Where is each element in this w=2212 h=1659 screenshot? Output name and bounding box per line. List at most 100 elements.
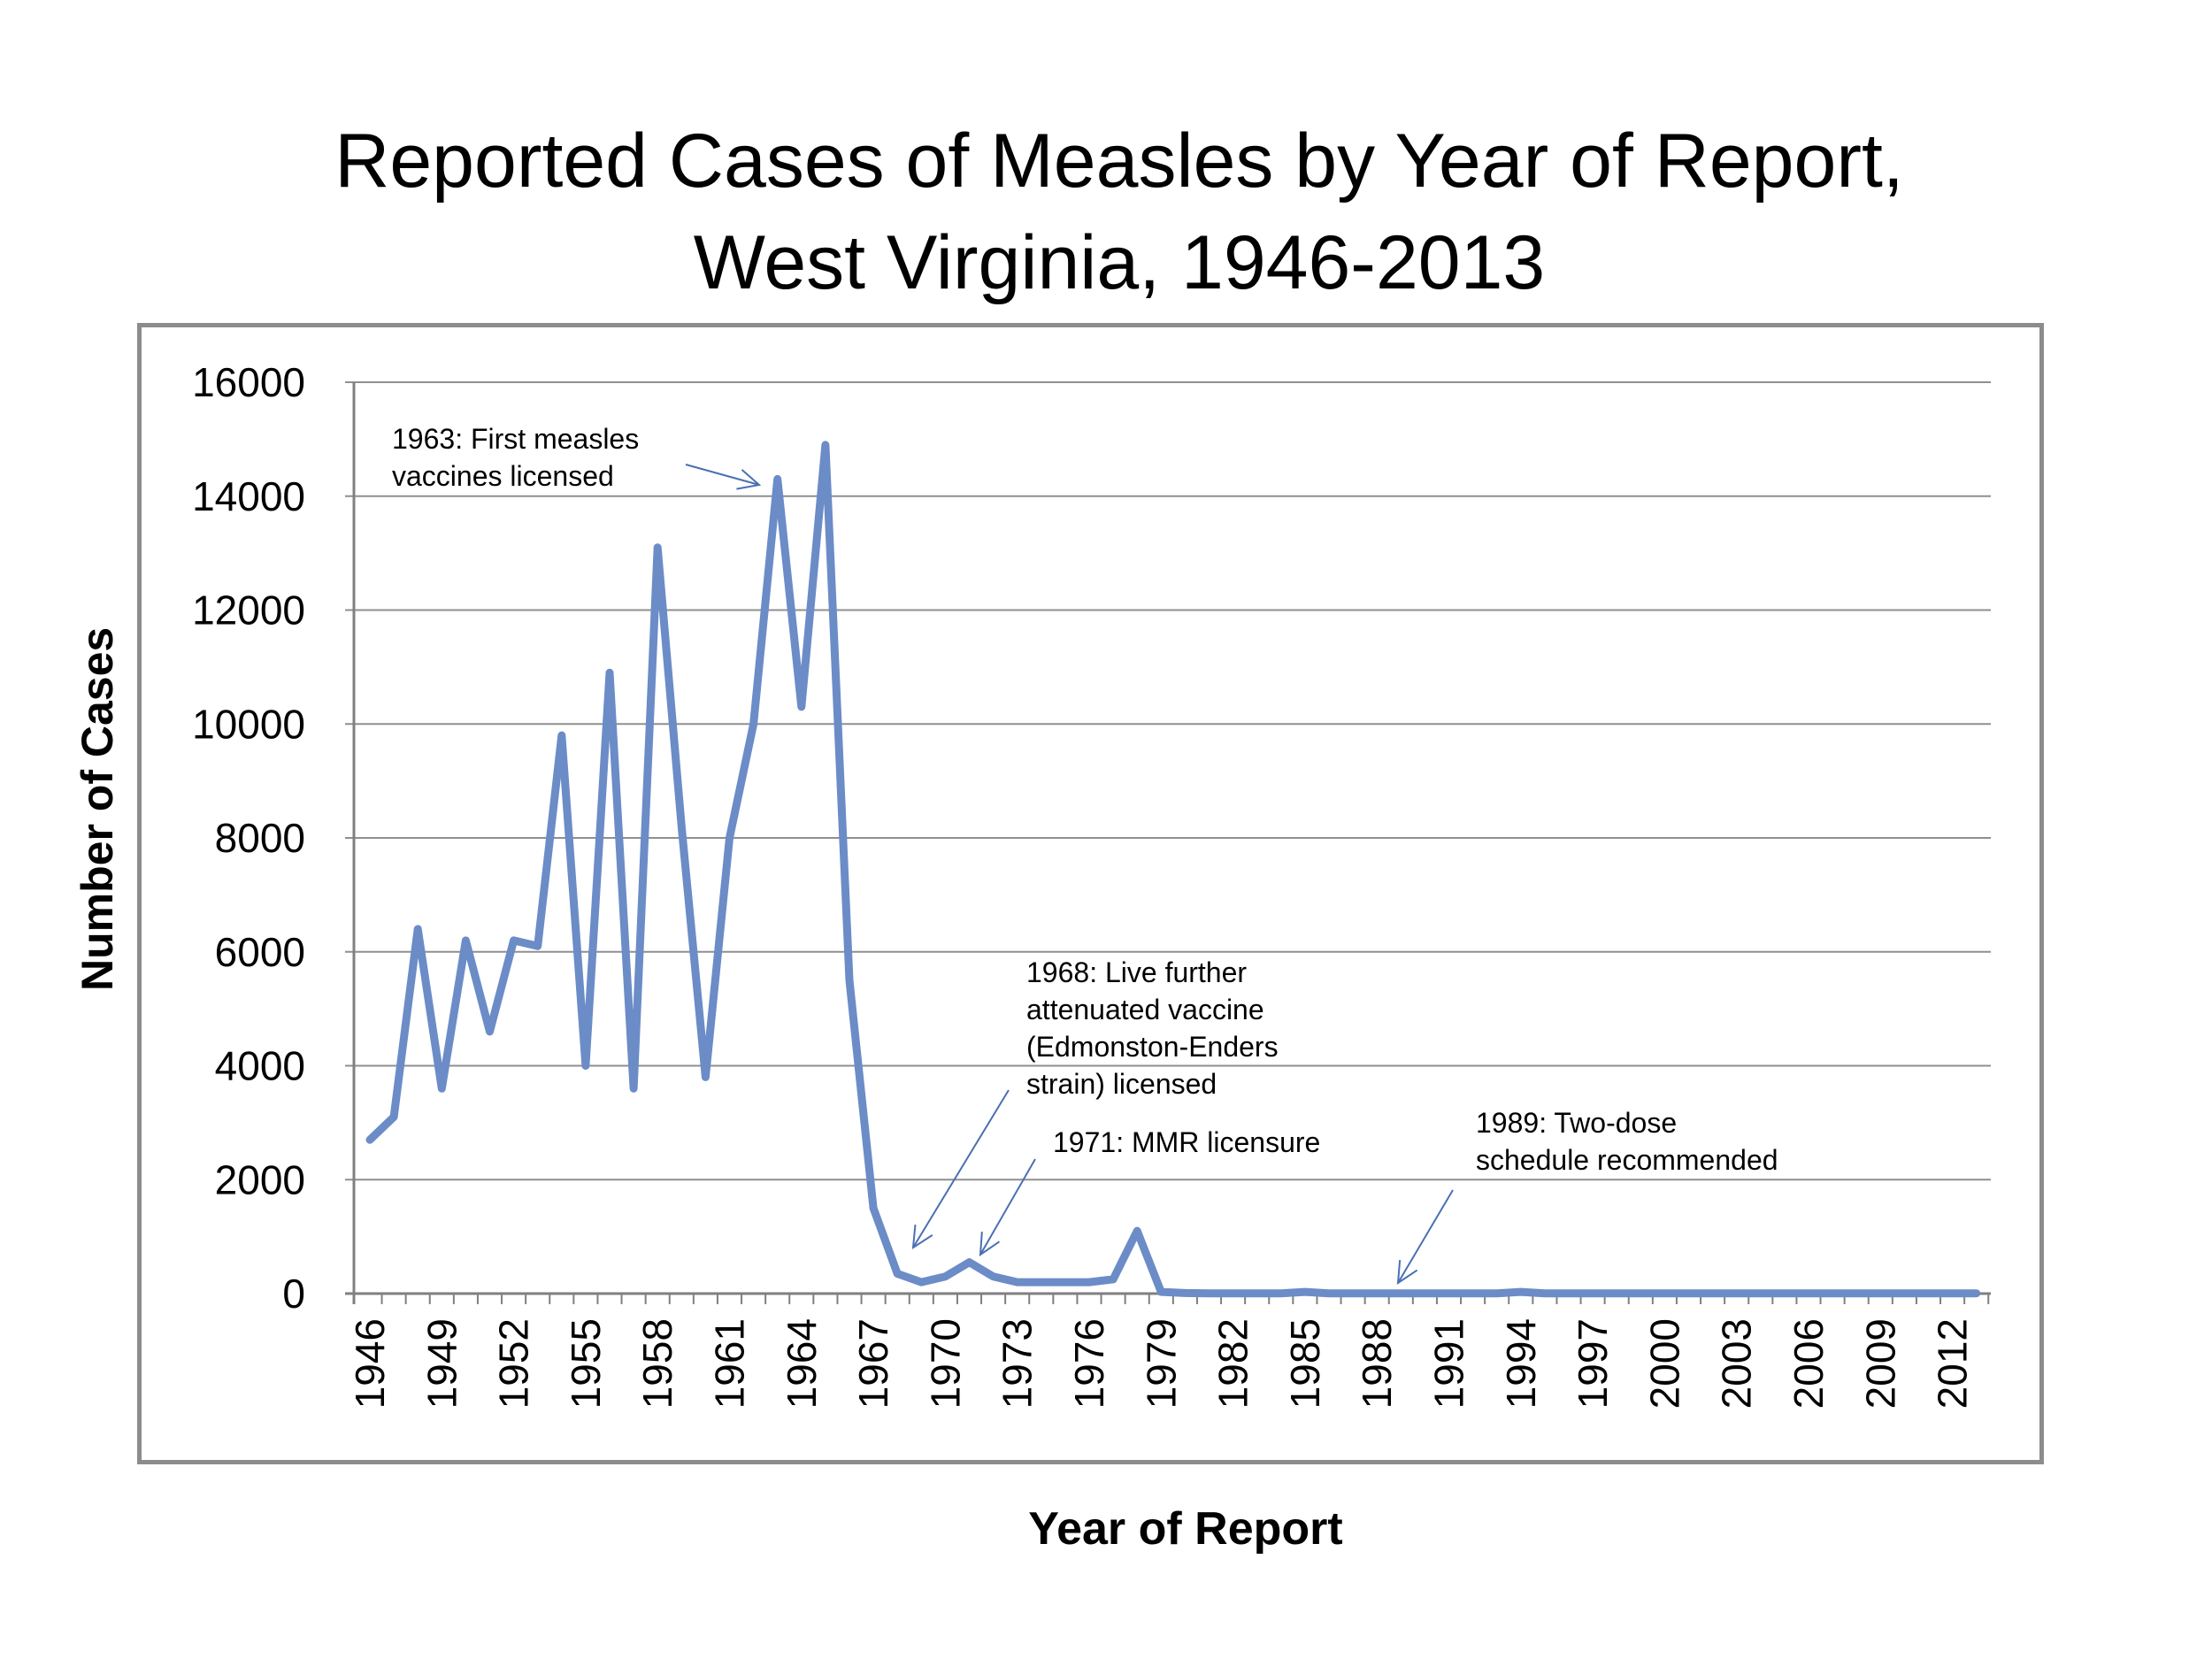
data-point-1994 (1518, 1290, 1523, 1294)
data-point-1950 (464, 938, 468, 942)
series-layer (365, 441, 1981, 1298)
data-point-1958 (656, 545, 660, 549)
x-tick-1949: 1949 (419, 1318, 465, 1409)
data-point-1962 (751, 722, 756, 726)
y-tick-2000: 2000 (215, 1156, 305, 1202)
data-point-1961 (727, 836, 732, 840)
x-tick-labels: 1946 1949 1952 1955 1958 1961 1964 1967 1970 1973… (347, 1318, 1976, 1409)
data-point-1997 (1591, 1291, 1595, 1295)
data-point-1948 (416, 927, 420, 931)
x-tick-1958: 1958 (634, 1318, 680, 1409)
data-point-1967 (872, 1206, 876, 1210)
data-point-1949 (440, 1087, 444, 1091)
data-point-1979 (1159, 1290, 1164, 1294)
arrow-1968-shaft (912, 1089, 1010, 1248)
x-tick-1973: 1973 (995, 1318, 1041, 1409)
data-point-2003 (1734, 1291, 1739, 1295)
data-point-2001 (1686, 1291, 1691, 1295)
data-point-1975 (1063, 1280, 1067, 1285)
annotation-arrows (685, 464, 1454, 1285)
arrow-1963 (685, 464, 762, 490)
arrow-1989-shaft (1397, 1189, 1454, 1284)
data-point-1991 (1447, 1291, 1451, 1295)
data-point-2009 (1878, 1291, 1883, 1295)
data-point-2007 (1831, 1291, 1835, 1295)
y-tick-labels: 0 2000 4000 6000 8000 10000 12000 14000 16000 (192, 359, 305, 1317)
data-point-1986 (1327, 1291, 1331, 1295)
x-tick-1961: 1961 (707, 1318, 753, 1409)
y-tick-6000: 6000 (215, 929, 305, 975)
annotation-1968-line-4: strain) licensed (1026, 1068, 1217, 1100)
y-tick-16000: 16000 (192, 359, 305, 405)
annotation-1968: 1968: Live further attenuated vaccine (E… (1026, 954, 1279, 1102)
series-line-0 (365, 441, 1981, 1298)
data-point-1972 (991, 1274, 995, 1279)
data-point-2000 (1663, 1291, 1667, 1295)
data-point-1981 (1207, 1291, 1211, 1295)
annotation-1968-line-2: attenuated vaccine (1026, 994, 1264, 1025)
data-point-2013 (1974, 1291, 1978, 1295)
y-tick-0: 0 (282, 1271, 305, 1317)
data-point-2011 (1926, 1291, 1931, 1295)
data-point-1960 (703, 1075, 708, 1079)
data-point-1964 (799, 704, 803, 709)
annotation-1963-line-2: vaccines licensed (392, 460, 614, 492)
x-tick-1976: 1976 (1066, 1318, 1112, 1409)
chart-title: Reported Cases of Measles by Year of Rep… (0, 111, 2212, 314)
data-point-1971 (967, 1260, 972, 1264)
x-tick-2009: 2009 (1857, 1318, 1903, 1409)
x-tick-1970: 1970 (922, 1318, 968, 1409)
arrow-1971 (979, 1158, 1036, 1256)
data-point-1973 (1015, 1280, 1019, 1285)
data-point-1966 (848, 978, 851, 982)
arrow-1971-head (979, 1231, 1001, 1256)
data-point-1985 (1302, 1290, 1307, 1294)
data-point-1969 (919, 1280, 924, 1285)
data-point-1984 (1279, 1291, 1283, 1295)
data-point-2008 (1855, 1291, 1859, 1295)
x-tick-2006: 2006 (1786, 1318, 1832, 1409)
annotation-1971: 1971: MMR licensure (1053, 1124, 1320, 1161)
annotation-1963: 1963: First measles vaccines licensed (392, 420, 639, 495)
arrow-1968-head (911, 1225, 933, 1249)
data-point-1982 (1231, 1291, 1235, 1295)
arrow-1989 (1396, 1189, 1454, 1285)
data-point-2010 (1902, 1291, 1907, 1295)
data-point-1970 (943, 1274, 948, 1279)
chart-title-line-1: Reported Cases of Measles by Year of Rep… (334, 119, 1904, 204)
data-point-1952 (511, 938, 516, 942)
data-point-2006 (1807, 1291, 1810, 1295)
x-tick-1946: 1946 (347, 1318, 393, 1409)
data-point-2005 (1782, 1291, 1786, 1295)
data-point-1974 (1039, 1280, 1043, 1285)
chart-title-line-2: West Virginia, 1946-2013 (693, 220, 1546, 305)
x-tick-2003: 2003 (1714, 1318, 1760, 1409)
data-point-1999 (1639, 1291, 1643, 1295)
x-tick-1979: 1979 (1138, 1318, 1184, 1409)
x-tick-1952: 1952 (491, 1318, 537, 1409)
data-point-1946 (368, 1138, 372, 1142)
data-point-1980 (1183, 1291, 1187, 1295)
gridlines (345, 381, 1991, 1295)
data-point-1955 (583, 1064, 588, 1068)
y-axis-label: Number of Cases (73, 626, 122, 991)
data-point-1951 (488, 1029, 492, 1033)
annotation-1989: 1989: Two-dose schedule recommended (1476, 1104, 1778, 1179)
x-tick-1991: 1991 (1426, 1318, 1472, 1409)
arrow-1968 (911, 1089, 1010, 1249)
x-tick-1967: 1967 (850, 1318, 896, 1409)
data-point-1954 (559, 733, 564, 738)
annotation-1968-line-1: 1968: Live further (1026, 956, 1248, 988)
data-point-1959 (680, 825, 684, 829)
data-point-1996 (1567, 1291, 1571, 1295)
x-tick-2000: 2000 (1641, 1318, 1687, 1409)
data-point-1957 (632, 1087, 636, 1091)
y-tick-12000: 12000 (192, 588, 305, 634)
data-point-1963 (775, 477, 780, 481)
x-tick-1982: 1982 (1210, 1318, 1256, 1409)
x-tick-1964: 1964 (779, 1318, 825, 1409)
y-tick-14000: 14000 (192, 473, 305, 519)
data-point-1956 (608, 671, 611, 675)
data-point-1990 (1423, 1291, 1427, 1295)
x-tick-2012: 2012 (1930, 1318, 1976, 1409)
